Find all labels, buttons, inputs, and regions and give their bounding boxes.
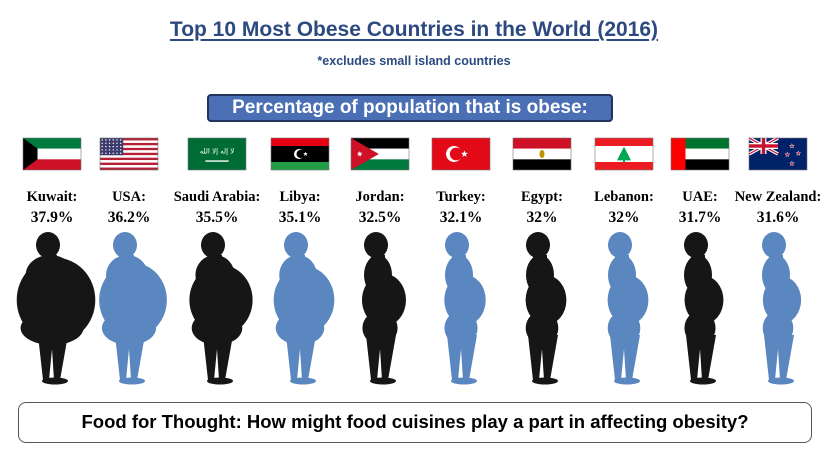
obesity-chart: Kuwait: 37.9% USA: 36.2% ﻻ إله إلا الله Saudi… bbox=[16, 136, 822, 385]
saudi-flag-script: ﻻ إله إلا الله bbox=[200, 147, 235, 155]
percentage-label: 35.1% bbox=[279, 209, 322, 226]
obese-silhouette bbox=[762, 232, 802, 385]
country-label: Turkey: bbox=[436, 189, 485, 205]
flag-jordan-icon bbox=[350, 137, 410, 171]
chart-title-text: Top 10 Most Obese Countries in the World… bbox=[169, 18, 659, 41]
flag-uae-icon bbox=[670, 137, 730, 171]
obese-silhouette bbox=[444, 232, 486, 385]
chart-title: Top 10 Most Obese Countries in the World… bbox=[0, 18, 828, 42]
flag-saudi-arabia-icon: ﻻ إله إلا الله bbox=[187, 137, 247, 171]
flag-turkey-icon bbox=[431, 137, 491, 171]
percentage-label: 31.7% bbox=[679, 209, 722, 226]
country-label: Kuwait: bbox=[27, 189, 78, 205]
obese-silhouette bbox=[525, 232, 567, 385]
obese-silhouette bbox=[684, 232, 724, 385]
percentage-label: 36.2% bbox=[108, 209, 151, 226]
country-label: Jordan: bbox=[355, 189, 404, 205]
chart-subtitle: *excludes small island countries bbox=[317, 54, 511, 68]
obese-silhouette bbox=[189, 232, 253, 385]
obese-silhouette bbox=[16, 232, 96, 385]
flag-egypt-icon bbox=[512, 137, 572, 171]
country-label: Lebanon: bbox=[594, 189, 654, 205]
obese-silhouette bbox=[607, 232, 649, 385]
flag-libya-icon bbox=[270, 137, 330, 171]
flag-new-zealand-icon bbox=[748, 136, 808, 171]
obese-silhouette bbox=[362, 232, 406, 385]
percentage-label: 37.9% bbox=[31, 209, 74, 226]
percentage-label: 32% bbox=[527, 209, 558, 226]
percentage-label: 32.5% bbox=[359, 209, 402, 226]
country-label: Libya: bbox=[279, 189, 320, 205]
obese-silhouette bbox=[273, 232, 335, 385]
percentage-label: 31.6% bbox=[757, 209, 800, 226]
flag-kuwait-icon bbox=[22, 137, 82, 171]
country-label: Egypt: bbox=[521, 189, 563, 205]
percentage-banner: Percentage of population that is obese: bbox=[207, 94, 613, 122]
country-label: USA: bbox=[112, 189, 146, 205]
flag-usa-icon bbox=[99, 137, 159, 171]
country-label: New Zealand: bbox=[735, 189, 822, 205]
flag-lebanon-icon bbox=[594, 137, 654, 171]
country-label: UAE: bbox=[682, 189, 717, 205]
obese-silhouette bbox=[99, 232, 167, 385]
percentage-label: 32.1% bbox=[440, 209, 483, 226]
percentage-label: 35.5% bbox=[196, 209, 239, 226]
food-for-thought-box: Food for Thought: How might food cuisine… bbox=[18, 402, 812, 443]
percentage-label: 32% bbox=[609, 209, 640, 226]
country-label: Saudi Arabia: bbox=[174, 189, 261, 205]
